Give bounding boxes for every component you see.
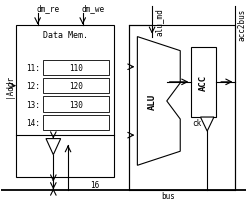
Polygon shape <box>137 37 180 165</box>
Polygon shape <box>46 139 61 155</box>
Text: ACC: ACC <box>199 74 208 90</box>
Bar <box>43 79 109 94</box>
Text: 130: 130 <box>69 100 83 109</box>
Text: ck: ck <box>192 119 202 128</box>
Text: 110: 110 <box>69 63 83 72</box>
Text: Data Mem.: Data Mem. <box>42 31 88 40</box>
Bar <box>43 115 109 130</box>
Polygon shape <box>200 118 214 131</box>
Text: ALU: ALU <box>148 93 156 110</box>
Bar <box>191 47 216 118</box>
Text: 14:: 14: <box>26 118 40 127</box>
Bar <box>129 26 235 191</box>
Text: alu_md: alu_md <box>154 8 164 36</box>
Text: |Addr: |Addr <box>6 75 15 98</box>
Bar <box>43 60 109 75</box>
Text: 12:: 12: <box>26 82 40 91</box>
Text: dm_we: dm_we <box>82 4 105 13</box>
Text: acc2bus: acc2bus <box>238 8 247 41</box>
Bar <box>43 97 109 112</box>
Text: 16: 16 <box>90 180 99 189</box>
Text: 11:: 11: <box>26 63 40 72</box>
Bar <box>16 26 114 177</box>
Text: bus: bus <box>161 192 175 201</box>
Text: 120: 120 <box>69 82 83 91</box>
Text: 13:: 13: <box>26 100 40 109</box>
Text: dm_re: dm_re <box>36 4 60 13</box>
